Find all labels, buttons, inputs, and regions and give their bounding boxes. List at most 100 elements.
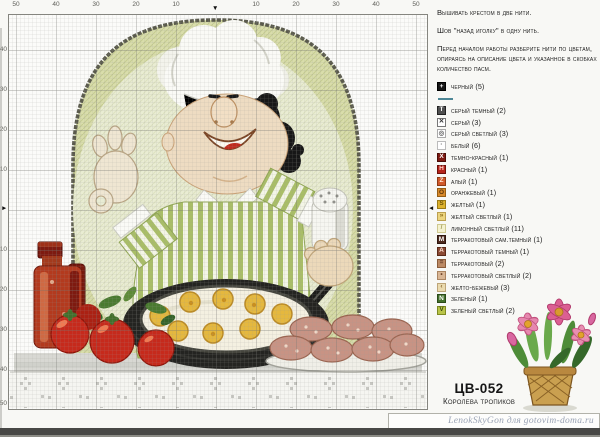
legend-label: терракотовый светлый (2) (451, 270, 532, 280)
color-swatch: Т (437, 105, 446, 115)
legend-label: серый светлый (3) (451, 129, 509, 139)
legend-label: алый (1) (451, 176, 478, 186)
stitch-grid (8, 14, 428, 410)
legend-panel: Вышивать крестом в две нити. Шов "назад … (437, 8, 597, 318)
ruler-label: 30 (0, 86, 7, 93)
ruler-label: 30 (92, 1, 100, 8)
ruler-label: 10 (0, 166, 7, 173)
color-swatch: ◎ (437, 129, 446, 139)
ruler-label: 20 (292, 1, 300, 8)
flowers (506, 298, 596, 347)
center-marker-top: ▼ (212, 5, 219, 12)
legend-label: белый (6) (451, 141, 481, 151)
watermark-text: LenokSkyGon для gotovim-doma.ru (448, 416, 594, 426)
instruction-sorting: Перед началом работы разберите нити по ц… (437, 44, 597, 74)
legend-label: темно-красный (1) (451, 152, 509, 162)
pattern-name: Королева тропиков (442, 397, 516, 406)
color-swatch: ‹ (437, 282, 446, 292)
color-swatch: А (437, 247, 446, 257)
legend-item: / лимонный светлый (11) (437, 223, 597, 233)
ruler-label: 10 (172, 1, 180, 8)
ruler-label: 40 (52, 1, 60, 8)
legend-label: желтый светлый (1) (451, 211, 513, 221)
legend-label: терракотовый сам.темный (1) (451, 235, 543, 245)
ruler-label: 50 (0, 400, 7, 407)
color-swatch: Н (437, 164, 446, 174)
legend-label: зеленый светлый (2) (451, 306, 515, 316)
legend-label: желто-бежевый (3) (451, 282, 510, 292)
color-swatch: » (437, 211, 446, 221)
legend-label: терракотовый (2) (451, 258, 505, 268)
watermark-bar: LenokSkyGon для gotovim-doma.ru (388, 413, 600, 429)
legend-item: ✕ серый (3) (437, 117, 597, 127)
color-swatch: Z (437, 176, 446, 186)
legend-item: = терракотовый (2) (437, 258, 597, 268)
color-swatch: · (437, 141, 446, 151)
legend-item: · белый (6) (437, 141, 597, 151)
basket (523, 366, 577, 406)
ruler-label: 40 (0, 366, 7, 373)
backstitch-color-line (438, 97, 453, 100)
color-swatch: V (437, 306, 446, 316)
chart-area: 50 40 30 20 10 10 20 30 40 50 40 30 20 10 10 20 30 40 50 ▼… (0, 1, 435, 430)
legend-label: желтый (1) (451, 200, 486, 210)
legend-label: оранжевый (1) (451, 188, 497, 198)
legend-label: серый (3) (451, 117, 481, 127)
ruler-label: 10 (0, 246, 7, 253)
pattern-title-block: ЦВ-052 Королева тропиков (436, 381, 522, 406)
center-marker-left: ► (1, 205, 8, 212)
ruler-label: 50 (412, 1, 420, 8)
color-swatch: Х (437, 152, 446, 162)
color-swatch: ✕ (437, 117, 446, 127)
ruler-label: 20 (132, 1, 140, 8)
center-marker-right: ◄ (428, 205, 435, 212)
ruler-label: 30 (0, 326, 7, 333)
instruction-backstitch: Шов "назад иголку" в одну нить. (437, 26, 540, 36)
instruction-cross-stitch: Вышивать крестом в две нити. (437, 8, 532, 17)
ruler-label: 40 (372, 1, 380, 8)
legend-item: ‹ желто-бежевый (3) (437, 282, 597, 292)
legend-item: ◎ серый светлый (3) (437, 129, 597, 139)
color-swatch: М (437, 235, 446, 245)
legend-label: лимонный светлый (11) (451, 223, 525, 233)
legend-label: красный (1) (451, 164, 488, 174)
color-swatch: S (437, 200, 446, 210)
legend-item (437, 94, 597, 103)
ruler-label: 20 (0, 286, 7, 293)
ruler-label: 40 (0, 46, 7, 53)
pattern-code: ЦВ-052 (454, 381, 504, 396)
legend-item: + черный (5) (437, 82, 597, 92)
ruler-label: 10 (252, 1, 260, 8)
scan-edge (0, 28, 2, 430)
color-swatch: = (437, 258, 446, 268)
ruler-label: 50 (12, 1, 20, 8)
color-swatch: + (437, 82, 446, 92)
color-swatch: N (437, 294, 446, 304)
color-swatch: O (437, 188, 446, 198)
legend-label: серый темный (2) (451, 105, 506, 115)
legend-item: » желтый светлый (1) (437, 211, 597, 221)
legend-label: зеленый (1) (451, 294, 488, 304)
legend-label: терракотовый темный (1) (451, 247, 530, 257)
legend-label: черный (5) (451, 82, 485, 92)
ruler-label: 30 (332, 1, 340, 8)
flower-basket-illustration (506, 298, 596, 412)
chart-scene (8, 14, 428, 410)
ruler-label: 20 (0, 126, 7, 133)
bottom-edge-bar (0, 428, 600, 437)
color-swatch: / (437, 223, 446, 233)
legend-item: • терракотовый светлый (2) (437, 270, 597, 280)
color-swatch: • (437, 270, 446, 280)
